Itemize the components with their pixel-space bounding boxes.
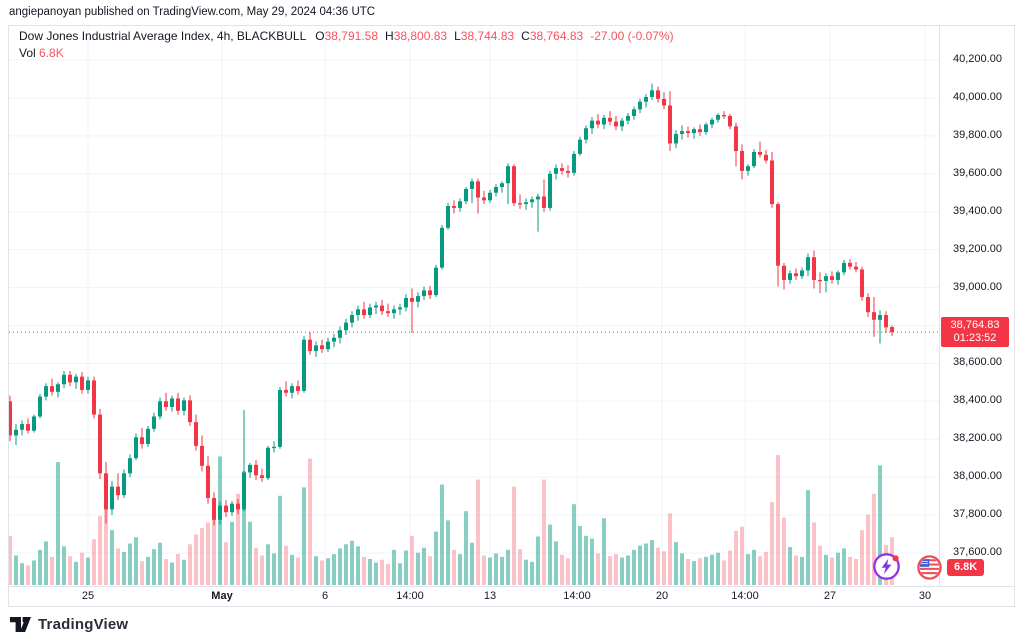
bar-countdown: 01:23:52	[953, 332, 997, 345]
price-axis[interactable]: 38,764.83 01:23:52 6.8K 40,200.00 40,000.…	[939, 26, 1014, 586]
volume-label[interactable]: Vol	[19, 46, 36, 60]
time-axis-label: 14:00	[563, 590, 591, 602]
price-axis-label: 38,400.00	[953, 394, 1002, 407]
price-axis-label: 38,600.00	[953, 356, 1002, 369]
chart-plot-area[interactable]: Dow Jones Industrial Average Index, 4h, …	[9, 26, 942, 586]
symbol-title[interactable]: Dow Jones Industrial Average Index, 4h, …	[19, 29, 307, 43]
events-button[interactable]	[872, 552, 901, 581]
candlestick-plot[interactable]	[9, 26, 939, 586]
price-axis-label: 38,200.00	[953, 432, 1002, 445]
current-price-badge: 38,764.83 01:23:52	[941, 317, 1009, 348]
us-flag-icon	[917, 555, 942, 580]
time-axis-label: May	[211, 590, 233, 602]
time-axis-label: 25	[81, 590, 95, 602]
ohlc-high: H38,800.83	[385, 29, 448, 43]
legend-row-1: Dow Jones Industrial Average Index, 4h, …	[19, 28, 674, 45]
time-axis[interactable]: 25 May 6 14:00 13 14:00 20 14:00 27 30	[9, 586, 1014, 606]
economic-event-marker[interactable]	[917, 555, 942, 580]
ohlc-open: O38,791.58	[315, 29, 379, 43]
price-axis-label: 39,600.00	[953, 166, 1002, 179]
tradingview-logo-icon	[10, 616, 31, 632]
time-axis-label: 14:00	[731, 590, 759, 602]
ohlc-low: L38,744.83	[454, 29, 515, 43]
time-axis-label: 6	[321, 590, 329, 602]
time-axis-label: 27	[823, 590, 837, 602]
time-axis-label: 30	[918, 590, 932, 602]
tradingview-brand-text: TradingView	[38, 615, 129, 633]
volume-badge: 6.8K	[947, 559, 985, 576]
price-axis-label: 39,000.00	[953, 280, 1002, 293]
price-axis-label: 38,000.00	[953, 470, 1002, 483]
current-price-value: 38,764.83	[950, 319, 1000, 332]
price-axis-label: 40,000.00	[953, 90, 1002, 103]
chart-legend: Dow Jones Industrial Average Index, 4h, …	[19, 28, 674, 62]
price-axis-label: 40,200.00	[953, 53, 1002, 65]
tradingview-watermark[interactable]: TradingView	[10, 611, 128, 637]
price-change: -27.00 (-0.07%)	[590, 29, 674, 43]
price-axis-label: 39,400.00	[953, 204, 1002, 217]
attribution-bar: angiepanoyan published on TradingView.co…	[0, 0, 1024, 25]
price-axis-label: 39,200.00	[953, 242, 1002, 255]
price-axis-label: 37,800.00	[953, 508, 1002, 521]
volume-value: 6.8K	[39, 46, 64, 60]
lightning-icon	[873, 553, 900, 580]
time-axis-label: 13	[483, 590, 497, 602]
time-axis-label: 20	[655, 590, 669, 602]
ohlc-close: C38,764.83	[521, 29, 584, 43]
attribution-text: angiepanoyan published on TradingView.co…	[9, 6, 376, 18]
time-axis-label: 14:00	[396, 590, 424, 602]
chart-frame: Dow Jones Industrial Average Index, 4h, …	[8, 25, 1015, 607]
legend-row-2: Vol 6.8K	[19, 45, 674, 62]
price-axis-label: 37,600.00	[953, 546, 1002, 558]
price-axis-label: 39,800.00	[953, 128, 1002, 141]
